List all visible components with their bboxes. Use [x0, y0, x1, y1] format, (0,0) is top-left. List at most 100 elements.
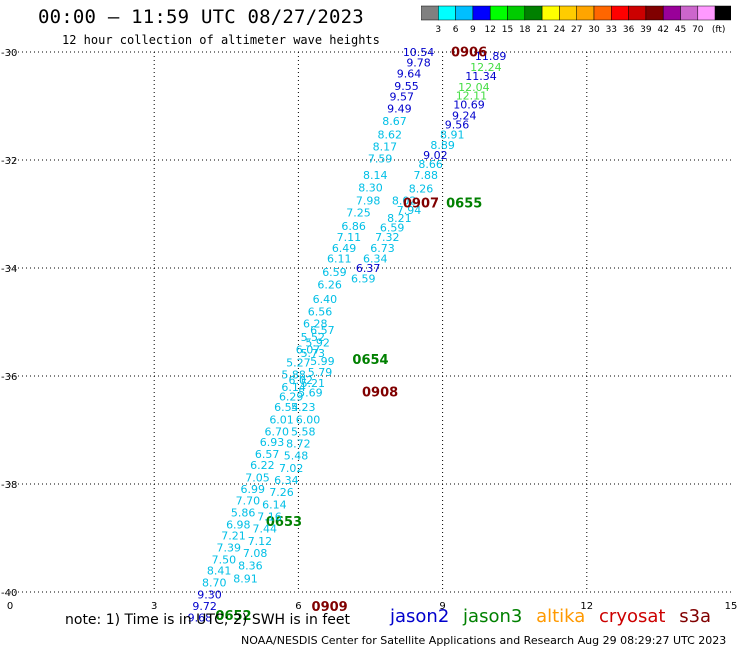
wave-height-label: 6.57: [310, 324, 335, 337]
wave-height-label: 5.58: [291, 425, 316, 438]
wave-height-label: 6.98: [226, 518, 251, 531]
wave-height-label: 11.34: [465, 70, 497, 83]
wave-height-label: 6.73: [370, 242, 395, 255]
wave-height-label: 6.02: [289, 374, 314, 387]
wave-height-label: 11.89: [475, 50, 507, 63]
wave-height-label: 6.59: [351, 273, 376, 286]
wave-height-label: 6.93: [260, 436, 285, 449]
wave-height-label: 8.41: [207, 565, 232, 578]
wave-height-label: 12.24: [470, 61, 502, 74]
wave-height-label: 6.29: [279, 390, 304, 403]
legend-swatch: [714, 5, 731, 21]
legend-label: 6: [453, 25, 459, 35]
wave-height-label: 9.24: [452, 110, 477, 123]
wave-height-label: 10.69: [453, 99, 485, 112]
wave-height-label: 9.57: [389, 91, 414, 104]
wave-height-label: 7.25: [346, 207, 371, 220]
wave-height-label: 8.26: [409, 182, 434, 195]
satellite-jason2: jason2: [390, 606, 450, 627]
wave-height-label: 7.02: [279, 462, 304, 475]
wave-height-label: 7.26: [269, 486, 294, 499]
pass-time-label: 0654: [352, 353, 388, 368]
wave-height-label: 12.04: [458, 81, 490, 94]
legend-label: 36: [623, 25, 635, 35]
wave-height-label: 9.78: [406, 57, 431, 70]
satellite-legend: jason2 jason3 altika cryosat s3a: [390, 606, 719, 627]
wave-height-label: 8.89: [430, 139, 455, 152]
wave-height-label: 5.27: [286, 356, 311, 369]
wave-height-label: 5.79: [308, 366, 333, 379]
x-tick-label: 6: [295, 601, 301, 612]
legend-label: 33: [606, 25, 617, 35]
legend-unit: (ft): [712, 25, 726, 35]
wave-height-label: 9.72: [192, 600, 217, 613]
wave-height-label: 6.70: [265, 425, 290, 438]
wave-height-label: 6.00: [296, 414, 321, 427]
footer-note: note: 1) Time is in UTC; 2) SWH is in fe…: [65, 612, 351, 628]
legend-label: 12: [484, 25, 495, 35]
legend-label: 3: [435, 25, 441, 35]
wave-height-label: 8.67: [382, 115, 407, 128]
wave-height-label: 5.23: [291, 401, 316, 414]
legend-label: 39: [640, 25, 652, 35]
wave-height-label: 8.36: [238, 559, 263, 572]
wave-height-label: 7.94: [397, 204, 422, 217]
legend-label: 30: [588, 25, 600, 35]
pass-time-label: 0907: [403, 197, 439, 212]
wave-height-label: 6.11: [327, 253, 352, 266]
wave-height-label: 6.56: [308, 306, 333, 319]
wave-height-label: 5.92: [305, 336, 330, 349]
wave-height-label: 8.91: [440, 128, 465, 141]
wave-height-label: 8.70: [202, 577, 227, 590]
wave-height-label: 6.14: [262, 498, 287, 511]
pass-time-label: 0908: [362, 386, 398, 401]
wave-height-label: 8.17: [373, 140, 398, 153]
x-tick-label: 12: [580, 601, 593, 612]
wave-height-label: 8.30: [358, 181, 383, 194]
wave-height-label: 5.73: [301, 347, 326, 360]
color-legend: 3 6 9 12 15 18 21 24 27 30 33 36 39 42 45 70 (ft): [421, 5, 731, 35]
credit-line: NOAA/NESDIS Center for Satellite Applica…: [241, 634, 727, 647]
legend-label: 15: [502, 25, 513, 35]
legend-label: 70: [692, 25, 704, 35]
wave-height-label: 9.68: [188, 612, 213, 625]
wave-height-label: 7.16: [257, 511, 282, 524]
wave-height-label: 9.49: [387, 102, 412, 115]
legend-label: 9: [470, 25, 476, 35]
wave-height-label: 6.40: [313, 293, 338, 306]
y-tick-label: -38: [1, 480, 17, 491]
y-tick-label: -40: [1, 588, 17, 599]
x-tick-label: 9: [439, 601, 445, 612]
pass-time-label: 0653: [266, 515, 302, 530]
wave-height-label: 5.52: [301, 331, 326, 344]
satellite-cryosat: cryosat: [599, 606, 666, 627]
wave-height-label: 6.01: [269, 414, 294, 427]
pass-time-label: 0652: [215, 609, 251, 624]
wave-height-label: 12.11: [456, 90, 488, 103]
wave-height-label: 7.08: [243, 547, 268, 560]
wave-height-label: 5.88: [281, 369, 306, 382]
wave-height-label: 6.22: [250, 459, 275, 472]
x-tick-label: 3: [151, 601, 157, 612]
wave-height-label: 8.62: [377, 128, 402, 141]
wave-height-label: 6.34: [363, 253, 388, 266]
legend-label: 24: [554, 25, 566, 35]
wave-height-label: 6.99: [240, 483, 265, 496]
chart-subtitle: 12 hour collection of altimeter wave hei…: [62, 33, 380, 47]
wave-height-label: 10.54: [403, 46, 435, 59]
wave-height-label: 7.21: [221, 530, 246, 543]
wave-height-label: 6.14: [281, 381, 306, 394]
wave-height-label: 9.55: [394, 80, 419, 93]
legend-label: 27: [571, 25, 582, 35]
wave-height-label: 7.32: [375, 231, 400, 244]
legend-label: 18: [519, 25, 531, 35]
wave-height-label: 5.99: [310, 355, 335, 368]
wave-height-label: 6.59: [380, 221, 405, 234]
wave-height-label: 5.48: [284, 450, 309, 463]
wave-height-label: 6.59: [322, 266, 347, 279]
y-tick-label: -30: [1, 48, 17, 59]
legend-label: 45: [675, 25, 686, 35]
x-tick-label: 15: [725, 601, 738, 612]
wave-height-label: 8.02: [392, 194, 417, 207]
wave-height-label: 7.98: [356, 194, 381, 207]
